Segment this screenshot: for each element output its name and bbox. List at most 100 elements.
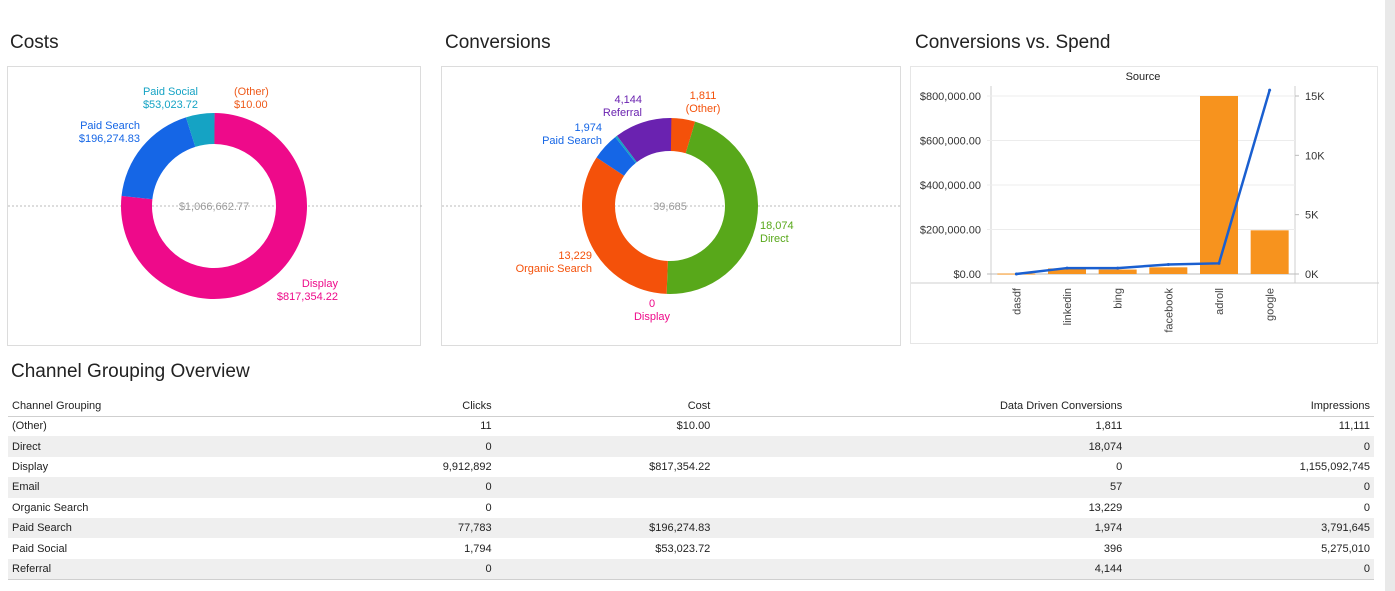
cell-cost: $817,354.22: [649, 460, 711, 473]
bar-facebook[interactable]: [1149, 267, 1188, 274]
cell-channel: Direct: [8, 436, 316, 457]
slice-value-paid-social: $53,023.72: [143, 99, 198, 111]
bar-google[interactable]: [1250, 230, 1289, 274]
donut-slice-display[interactable]: [121, 113, 308, 299]
table-row: Paid Social 1,794 $53,023.72 396 5,275,0…: [8, 538, 1374, 558]
donut-slice-paid-search[interactable]: [121, 117, 196, 200]
channel-grouping-table: Channel Grouping Clicks Cost Data Driven…: [8, 396, 1374, 580]
slice-label-other: 1,811: [690, 90, 717, 102]
scrollbar-track[interactable]: [1385, 0, 1395, 591]
line-point-bing[interactable]: [1116, 266, 1120, 270]
donut-slice-referral[interactable]: [616, 118, 672, 163]
cell-impressions: 3,791,645: [1126, 517, 1374, 539]
cell-cost: $196,274.83: [495, 517, 715, 539]
line-point-linkedin[interactable]: [1065, 266, 1069, 270]
cell-clicks: 77,783: [315, 517, 496, 539]
category-label-google: google: [1265, 288, 1277, 321]
column-header-impressions[interactable]: Impressions: [1126, 396, 1374, 417]
donut-slice-direct[interactable]: [666, 121, 759, 294]
donut-slice-paid-search[interactable]: [596, 137, 636, 176]
slice-value-other: $10.00: [234, 99, 268, 111]
category-label-linkedin: linkedin: [1062, 288, 1074, 325]
cell-clicks: 0: [315, 477, 496, 498]
column-header-clicks[interactable]: Clicks: [315, 396, 496, 417]
cell-impressions: 0: [1126, 477, 1374, 498]
cell-conversions: 0: [1116, 460, 1123, 473]
cell-impressions: 0: [1363, 501, 1370, 514]
cell-clicks: 9,912,892: [442, 460, 492, 473]
spend-chart-title: Conversions vs. Spend: [915, 32, 1111, 53]
cell-clicks: 0: [315, 436, 496, 457]
slice-label-direct: 18,074: [760, 220, 794, 232]
donut-center-total: 39,685: [653, 201, 687, 213]
conversions-line[interactable]: [1016, 89, 1271, 276]
donut-slice-paid-social[interactable]: [185, 113, 215, 147]
cell-channel: Referral: [8, 558, 316, 580]
cell-impressions: 11,111: [1338, 420, 1370, 433]
line-point-google[interactable]: [1268, 88, 1272, 92]
left-tick-label: $800,000.00: [920, 91, 981, 103]
right-tick-label: 5K: [1305, 210, 1319, 222]
donut-slice-organic-search[interactable]: [582, 157, 668, 294]
line-point-facebook[interactable]: [1166, 263, 1170, 267]
cell-conversions: 4,144: [714, 558, 1127, 580]
cell-cost: $53,023.72: [655, 542, 711, 555]
category-label-dasdf: dasdf: [1011, 287, 1023, 315]
column-header-channel-grouping[interactable]: Channel Grouping: [8, 396, 316, 417]
table-row: Email 0 57 0: [8, 477, 1374, 498]
column-header-conversions[interactable]: Data Driven Conversions: [714, 396, 1127, 417]
slice-value-referral: Referral: [603, 107, 642, 119]
slice-label-organic-search: 13,229: [558, 250, 592, 262]
costs-title: Costs: [10, 32, 59, 53]
cell-cost: [495, 477, 715, 498]
conversions-title: Conversions: [445, 32, 551, 53]
conversions-panel: 1,811 (Other) 18,074 Direct 0 Display 13,229 Or…: [441, 66, 902, 346]
table-row: Referral 0 4,144 0: [8, 558, 1374, 580]
slice-value-paid-search: Paid Search: [542, 135, 602, 147]
slice-value-direct: Direct: [760, 233, 789, 245]
table-header-row: Channel Grouping Clicks Cost Data Driven…: [8, 396, 1374, 417]
slice-label-referral: 4,144: [614, 94, 642, 106]
table-row: Organic Search 0 13,229 0: [8, 498, 1374, 518]
right-tick-label: 0K: [1305, 269, 1319, 281]
cell-clicks: 1,794: [464, 542, 492, 555]
donut-slice-other[interactable]: [670, 118, 696, 154]
cell-conversions: 13,229: [1088, 501, 1123, 514]
cell-channel: Organic Search: [12, 501, 89, 514]
cell-cost: $10.00: [676, 420, 711, 433]
slice-value-display: $817,354.22: [277, 291, 338, 303]
cell-conversions: 57: [714, 477, 1127, 498]
table-title: Channel Grouping Overview: [11, 361, 250, 382]
donut-center-total: $1,066,662.77: [179, 201, 249, 213]
column-header-cost[interactable]: Cost: [495, 396, 715, 417]
cell-clicks: 11: [480, 420, 492, 433]
costs-donut-chart: (Other)$10.00 Display$817,354.22 Paid Sear…: [8, 86, 422, 303]
cell-impressions: 0: [1126, 558, 1374, 580]
left-tick-label: $200,000.00: [920, 225, 981, 237]
cell-impressions: 1,155,092,745: [1299, 460, 1370, 473]
table-row: Display 9,912,892 $817,354.22 0 1,155,09…: [8, 457, 1374, 477]
cell-conversions: 1,974: [714, 517, 1127, 539]
spend-chart-panel: Source $0.00 $200,000.00 $400,000.00 $600,00…: [910, 66, 1379, 344]
bar-adroll[interactable]: [1200, 96, 1238, 274]
bar-bing[interactable]: [1098, 269, 1137, 274]
cell-channel: (Other): [12, 420, 47, 433]
line-point-dasdf[interactable]: [1014, 272, 1018, 276]
cell-cost: [495, 436, 715, 457]
cell-conversions: 396: [1103, 542, 1123, 555]
bar-linkedin[interactable]: [1048, 268, 1086, 274]
line-point-adroll[interactable]: [1217, 261, 1221, 265]
cell-channel: Email: [8, 477, 316, 498]
cell-clicks: 0: [315, 558, 496, 580]
left-tick-label: $400,000.00: [920, 180, 981, 192]
category-label-adroll: adroll: [1214, 288, 1226, 315]
category-label-facebook: facebook: [1163, 288, 1175, 333]
costs-panel: (Other) $10.00 Display $817,354.22 Paid Sear…: [7, 66, 422, 346]
left-tick-label: $0.00: [953, 269, 981, 281]
slice-label-paid-search: 1,974: [574, 122, 602, 134]
cell-channel: Paid Social: [12, 542, 68, 555]
cell-cost: [495, 558, 715, 580]
donut-slice-email[interactable]: [615, 135, 637, 163]
slice-value-organic-search: Organic Search: [516, 263, 592, 275]
